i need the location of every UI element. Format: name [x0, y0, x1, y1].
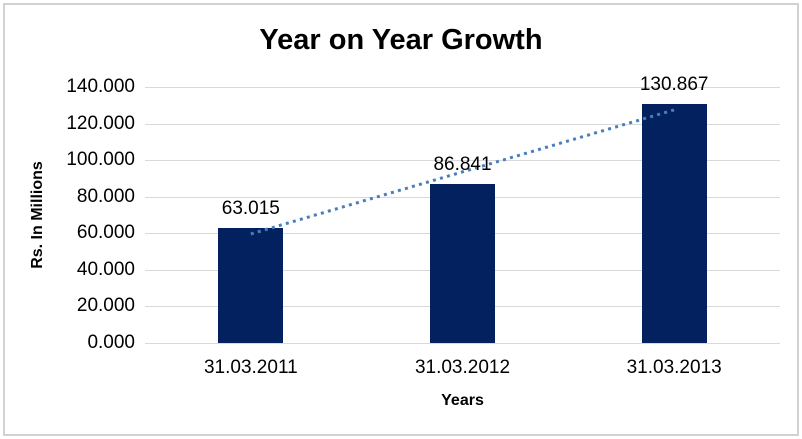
gridline [145, 123, 780, 125]
data-label: 86.841 [433, 154, 492, 176]
x-axis-title: Years [441, 392, 484, 409]
y-tick-label: 80.000 [76, 185, 135, 207]
gridline [145, 343, 780, 344]
y-tick-label: 100.000 [66, 149, 135, 171]
y-tick-label: 120.000 [66, 112, 135, 134]
gridline [145, 87, 780, 88]
x-category-label: 31.03.2013 [626, 357, 722, 378]
y-tick-label: 60.000 [76, 222, 135, 244]
bar [218, 227, 284, 343]
y-tick-label: 40.000 [76, 258, 135, 280]
y-tick-label: 140.000 [66, 76, 135, 97]
data-label: 130.867 [639, 73, 709, 95]
y-tick-label: 0.000 [87, 332, 135, 353]
y-tick-label: 20.000 [76, 295, 135, 317]
data-label: 63.015 [221, 197, 280, 219]
chart-title: Year on Year Growth [259, 24, 543, 56]
bar [641, 103, 707, 343]
trendline [250, 108, 675, 236]
x-category-label: 31.03.2012 [414, 357, 511, 378]
plot-area [145, 87, 780, 344]
chart-border [3, 3, 799, 436]
gridline [145, 160, 780, 162]
x-category-label: 31.03.2011 [203, 357, 298, 378]
bar [430, 184, 495, 343]
